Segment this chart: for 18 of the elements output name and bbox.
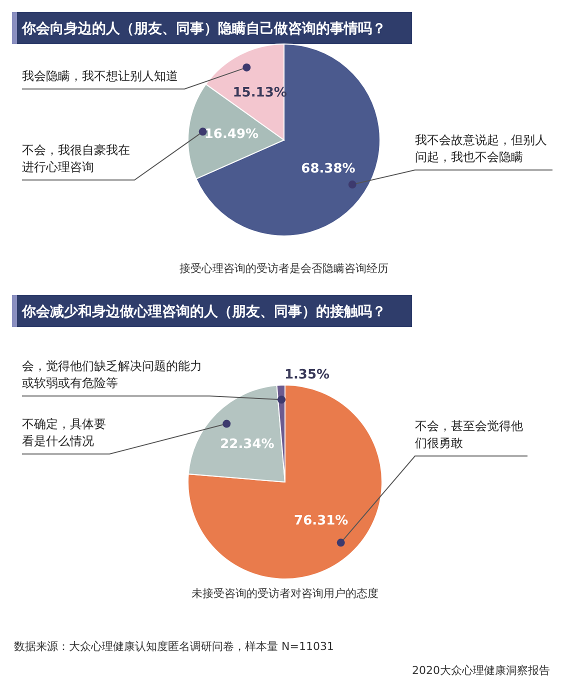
slice-label: 不会，我很自豪我在进行心理咨询 <box>22 143 130 174</box>
pie-slice <box>188 384 382 580</box>
slice-label: 不会，甚至会觉得他们很勇敢 <box>415 419 523 450</box>
slice-label: 我不会故意说起，但别人问起，我也不会隐瞒 <box>415 133 547 164</box>
chart-title: 你会减少和身边做心理咨询的人（朋友、同事）的接触吗？ <box>21 303 386 320</box>
text: 2020大众心理健康洞察报告 <box>412 664 550 677</box>
text: 未接受咨询的受访者对咨询用户的态度 <box>192 587 378 600</box>
data-label: 76.31% <box>294 514 348 529</box>
text: 接受心理咨询的受访者是会否隐瞒咨询经历 <box>180 262 388 275</box>
slice-label: 不确定，具体要看是什么情况 <box>22 417 106 448</box>
slice-label: 会，觉得他们缺乏解决问题的能力或软弱或有危险等 <box>22 359 202 390</box>
source-note: 数据来源：大众心理健康认知度匿名调研问卷，样本量 N=11031 <box>14 640 334 653</box>
slice-label: 我会隐瞒，我不想让别人知道 <box>22 69 178 83</box>
data-label: 1.35% <box>284 368 330 383</box>
data-label: 68.38% <box>301 161 356 176</box>
chart-title: 你会向身边的人（朋友、同事）隐瞒自己做咨询的事情吗？ <box>21 21 386 37</box>
data-label: 22.34% <box>220 436 274 452</box>
data-label: 16.49% <box>204 127 259 142</box>
